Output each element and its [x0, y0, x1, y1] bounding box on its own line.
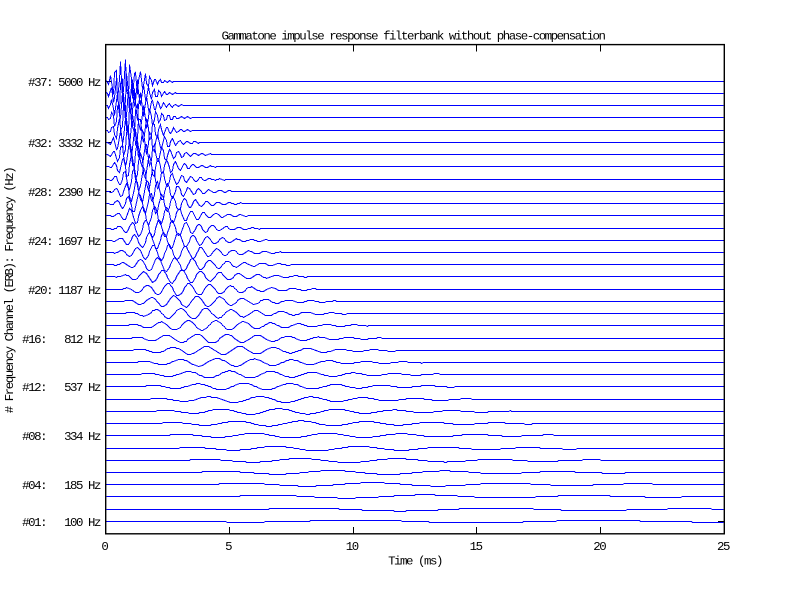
svg-text:0: 0 [101, 540, 108, 554]
svg-text:#04: 185 Hz: #04: 185 Hz [22, 479, 101, 493]
svg-text:#01: 100 Hz: #01: 100 Hz [22, 516, 101, 530]
svg-text:#24: 1697 Hz: #24: 1697 Hz [28, 235, 101, 249]
svg-text:10: 10 [346, 540, 359, 554]
svg-text:#20: 1187 Hz: #20: 1187 Hz [28, 284, 101, 298]
svg-text:Gammatone impulse response fil: Gammatone impulse response filterbank wi… [221, 30, 605, 44]
svg-text:#32: 3332 Hz: #32: 3332 Hz [28, 137, 101, 151]
svg-text:#08: 334 Hz: #08: 334 Hz [22, 430, 101, 444]
svg-text:5: 5 [225, 540, 232, 554]
svg-text:#28: 2390 Hz: #28: 2390 Hz [28, 186, 101, 200]
svg-text:#37: 5000 Hz: #37: 5000 Hz [28, 76, 101, 90]
svg-text:#16: 812 Hz: #16: 812 Hz [22, 333, 101, 347]
svg-text:Time (ms): Time (ms) [388, 555, 442, 569]
svg-text:20: 20 [593, 540, 606, 554]
svg-text:25: 25 [717, 540, 730, 554]
svg-text:# Frequency Channel (ERB): Fre: # Frequency Channel (ERB): Frequency (Hz… [3, 168, 17, 413]
svg-text:15: 15 [470, 540, 483, 554]
svg-text:#12: 537 Hz: #12: 537 Hz [22, 381, 101, 395]
